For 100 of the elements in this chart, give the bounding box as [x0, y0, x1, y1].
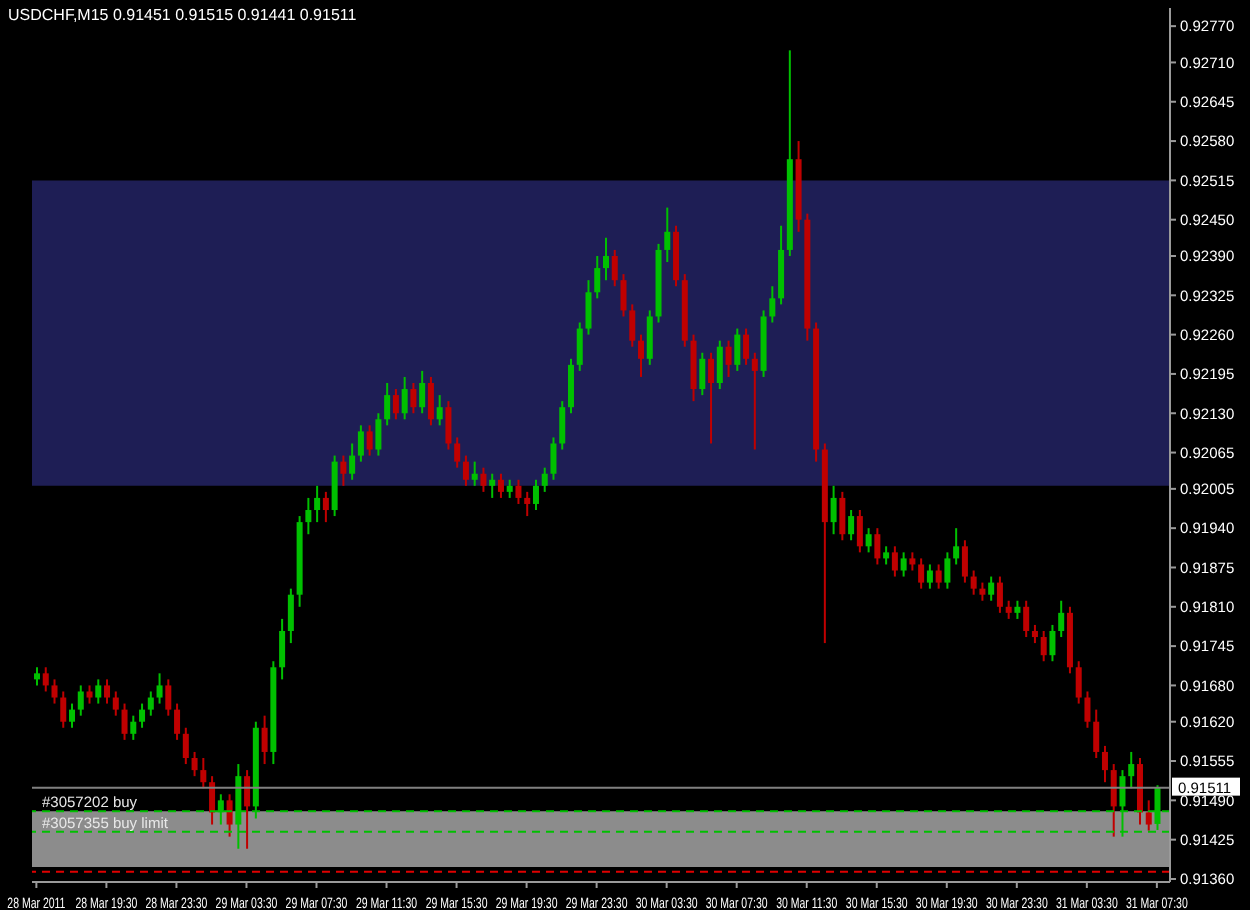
candlestick [532, 478, 539, 512]
candlestick [182, 726, 189, 766]
candlestick [104, 678, 111, 705]
candlestick [191, 750, 198, 778]
candlestick [891, 545, 898, 578]
candlestick [305, 496, 312, 536]
candlestick [515, 478, 522, 505]
chart-title: USDCHF,M15 0.91451 0.91515 0.91441 0.91511 [8, 6, 357, 24]
candlestick [462, 454, 469, 487]
candlestick [1058, 599, 1065, 639]
candlestick [1075, 660, 1082, 705]
candlestick [165, 678, 172, 717]
candlestick [139, 702, 146, 729]
candlestick [60, 690, 67, 729]
candlestick [226, 793, 233, 838]
candlestick [1005, 599, 1012, 620]
candlestick [585, 279, 592, 336]
candlestick [708, 351, 715, 445]
candlestick [996, 575, 1003, 614]
candlestick [638, 333, 645, 378]
candlestick [734, 327, 741, 372]
candlestick [716, 339, 723, 391]
candlestick [375, 412, 382, 457]
candlestick [988, 575, 995, 602]
candlestick [261, 714, 268, 766]
candlestick [480, 466, 487, 493]
candlestick [156, 672, 163, 705]
candlestick [620, 273, 627, 318]
candlestick [751, 351, 758, 451]
candlestick [769, 285, 776, 324]
candlestick [69, 702, 76, 729]
candlestick [471, 460, 478, 487]
candlestick [1093, 708, 1100, 760]
candlestick [112, 690, 119, 717]
candlestick [42, 666, 49, 693]
candlestick [629, 303, 636, 348]
candlestick [743, 327, 750, 366]
candlestick [541, 466, 548, 493]
candlestick [874, 527, 881, 566]
candlestick [953, 527, 960, 566]
candlestick [935, 563, 942, 590]
candlestick [454, 436, 461, 469]
candlestick [970, 569, 977, 596]
candlestick [1145, 799, 1152, 832]
candlestick [1101, 744, 1108, 784]
candlestick [926, 563, 933, 590]
candlestick [559, 400, 566, 451]
candlestick [848, 509, 855, 542]
candlestick [436, 394, 443, 427]
candlestick [567, 357, 574, 415]
candlestick [314, 484, 321, 524]
candlestick [279, 617, 286, 681]
candlestick [550, 436, 557, 481]
candlestick [419, 369, 426, 415]
candlestick [883, 545, 890, 566]
candlestick [900, 551, 907, 578]
candlestick [909, 551, 916, 572]
candlestick [646, 309, 653, 366]
candlestick [121, 702, 128, 741]
candlestick [603, 236, 609, 282]
candlestick [445, 400, 452, 451]
candlestick [357, 424, 364, 463]
candlestick [1023, 599, 1030, 639]
candlestick [489, 472, 496, 499]
candlestick [865, 527, 872, 554]
candlestick [576, 321, 583, 372]
candlestick [594, 254, 601, 300]
candlestick [506, 478, 513, 499]
candlestick [839, 490, 846, 542]
candlestick [86, 684, 93, 705]
candlestick [1128, 750, 1135, 790]
candlestick [392, 388, 399, 421]
candlestick [944, 551, 951, 590]
candlestick [349, 442, 356, 481]
candlestick [174, 702, 181, 741]
candlestick [244, 769, 251, 850]
candlestick [366, 424, 373, 457]
candlestick [200, 757, 207, 790]
candlestick [95, 678, 102, 705]
candlestick [497, 472, 504, 499]
candlestick [611, 248, 618, 288]
candlestick [1031, 623, 1038, 645]
candlestick [401, 375, 408, 421]
candlestick [699, 351, 706, 397]
candlestick [979, 581, 986, 602]
candlestick [427, 375, 434, 427]
candlestick [961, 539, 968, 584]
candlestick [1084, 690, 1091, 729]
candlestick [725, 339, 732, 378]
candlestick [830, 484, 837, 536]
candlestick [34, 666, 40, 687]
candlestick [147, 690, 154, 717]
candlestick [1040, 629, 1047, 663]
candlestick [384, 382, 391, 427]
candlestick [77, 684, 84, 717]
candlestick [1110, 763, 1117, 838]
candlestick [130, 714, 137, 741]
candlestick [340, 454, 347, 487]
candlestick [322, 490, 329, 524]
candlestick [918, 557, 925, 590]
